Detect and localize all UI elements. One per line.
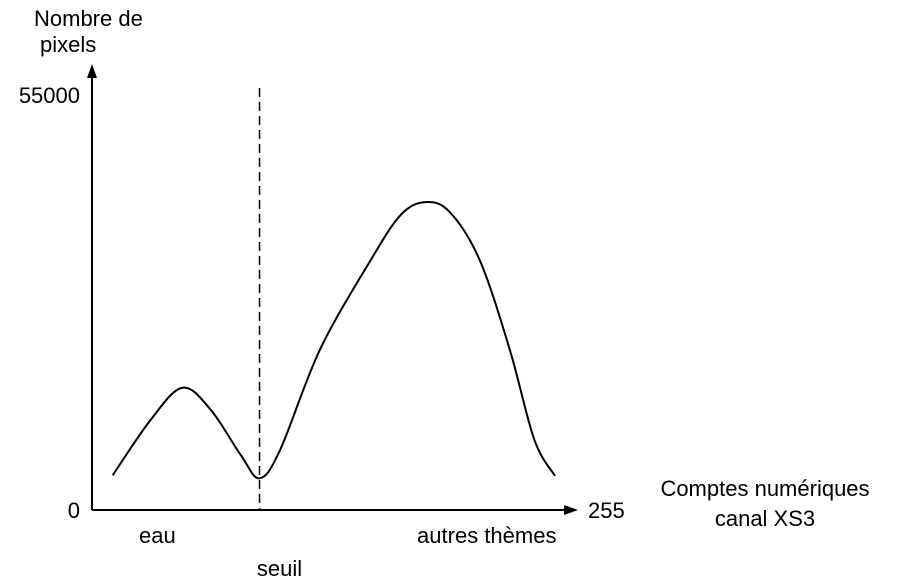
threshold-label: seuil xyxy=(257,556,302,581)
y-axis-label: pixels xyxy=(40,32,96,57)
y-arrow xyxy=(87,64,97,78)
x-axis-label: Comptes numériques xyxy=(660,476,869,501)
annotation: eau xyxy=(139,523,176,548)
x-axis-label: canal XS3 xyxy=(715,506,815,531)
y-tick-label: 55000 xyxy=(19,83,80,108)
y-axis-label: Nombre de xyxy=(34,6,143,31)
x-tick-label: 255 xyxy=(588,498,625,523)
curve xyxy=(111,201,556,480)
annotation: autres thèmes xyxy=(417,523,556,548)
y-tick-label: 0 xyxy=(68,498,80,523)
x-arrow xyxy=(564,505,578,515)
